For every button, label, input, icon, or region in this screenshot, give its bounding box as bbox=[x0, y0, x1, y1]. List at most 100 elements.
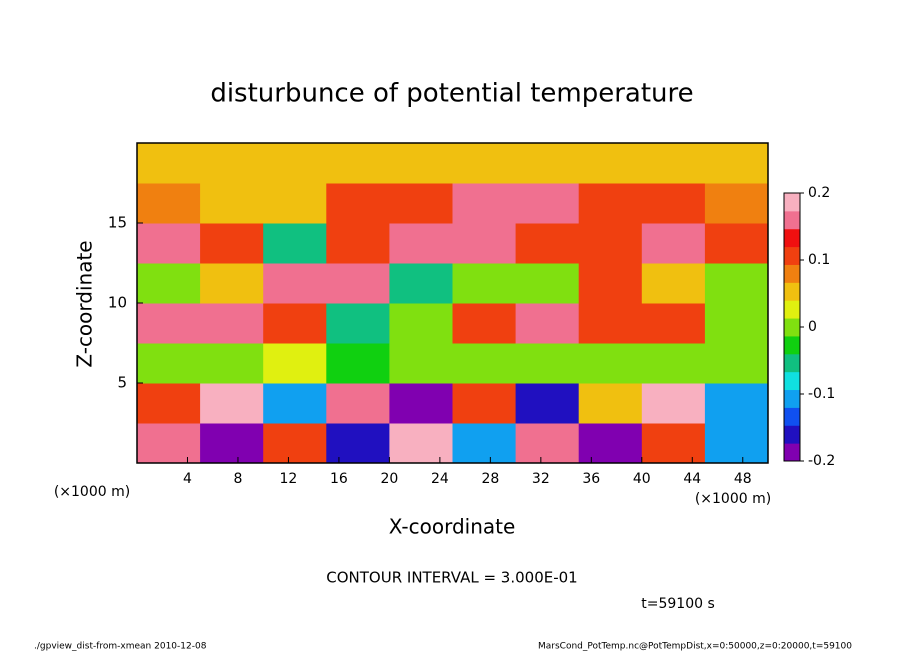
heatmap-cell bbox=[137, 263, 201, 304]
colorbar-swatch bbox=[784, 264, 800, 283]
colorbar-tick-label: 0 bbox=[808, 319, 817, 335]
heatmap-cell bbox=[641, 143, 706, 184]
heatmap-cell bbox=[704, 183, 769, 224]
heatmap-cell bbox=[263, 423, 327, 464]
heatmap-cell bbox=[704, 263, 769, 304]
x-tick-label: 28 bbox=[481, 471, 499, 487]
heatmap-cell bbox=[704, 383, 769, 424]
colorbar-tick-label: 0.2 bbox=[808, 185, 830, 201]
heatmap-cell bbox=[452, 383, 517, 424]
x-tick-label: 40 bbox=[633, 471, 651, 487]
heatmap-cell bbox=[452, 303, 517, 344]
x-tick-label: 16 bbox=[330, 471, 348, 487]
x-tick-label: 48 bbox=[734, 471, 752, 487]
heatmap-cell bbox=[137, 223, 201, 264]
colorbar-tick-label: -0.1 bbox=[808, 386, 835, 402]
colorbar-swatch bbox=[784, 407, 800, 426]
heatmap-cell bbox=[515, 383, 580, 424]
colorbar-swatch bbox=[784, 335, 800, 355]
colorbar-swatch bbox=[784, 443, 800, 462]
heatmap-cell bbox=[704, 223, 769, 264]
colorbar-swatch bbox=[784, 353, 800, 373]
heatmap-cell bbox=[200, 223, 264, 264]
colorbar-swatch bbox=[784, 318, 800, 337]
heatmap-cell bbox=[515, 263, 580, 304]
colorbar-swatch bbox=[784, 282, 800, 301]
x-tick-label: 36 bbox=[582, 471, 600, 487]
y-unit: (×1000 m) bbox=[54, 484, 130, 500]
x-unit: (×1000 m) bbox=[695, 491, 771, 507]
heatmap-cell bbox=[515, 423, 580, 464]
heatmap-cell bbox=[452, 143, 517, 184]
heatmap-cell bbox=[515, 143, 580, 184]
colorbar-swatch bbox=[784, 210, 800, 230]
colorbar-swatch bbox=[784, 300, 800, 319]
heatmap-cell bbox=[263, 303, 327, 344]
heatmap-cell bbox=[137, 343, 201, 384]
heatmap-cell bbox=[326, 183, 390, 224]
x-tick-label: 20 bbox=[380, 471, 398, 487]
heatmap-cell bbox=[515, 223, 580, 264]
x-tick-label: 12 bbox=[280, 471, 298, 487]
footer-right: MarsCond_PotTemp.nc@PotTempDist,x=0:5000… bbox=[538, 642, 852, 652]
heatmap-cell bbox=[263, 343, 327, 384]
heatmap-cell bbox=[578, 223, 643, 264]
heatmap-cell bbox=[641, 383, 706, 424]
heatmap-cell bbox=[389, 423, 453, 464]
colorbar-tick-label: -0.2 bbox=[808, 453, 835, 469]
heatmap-cell bbox=[452, 263, 517, 304]
heatmap-cell bbox=[200, 303, 264, 344]
heatmap-cell bbox=[137, 143, 201, 184]
heatmap-cell bbox=[452, 183, 517, 224]
y-axis-label: Z-coordinate bbox=[73, 240, 97, 367]
heatmap-cell bbox=[452, 423, 517, 464]
heatmap-cell bbox=[641, 263, 706, 304]
heatmap-cell bbox=[326, 303, 390, 344]
colorbar-swatch bbox=[784, 228, 800, 248]
colorbar-swatch bbox=[784, 193, 800, 212]
colorbar-tick-label: 0.1 bbox=[808, 252, 830, 268]
heatmap-cell bbox=[263, 143, 327, 184]
heatmap-cell bbox=[578, 263, 643, 304]
heatmap-cell bbox=[326, 263, 390, 304]
heatmap-cell bbox=[263, 383, 327, 424]
colorbar-swatch bbox=[784, 389, 800, 408]
x-axis-label: X-coordinate bbox=[389, 515, 516, 539]
chart-title: disturbunce of potential temperature bbox=[210, 79, 693, 109]
x-tick-label: 8 bbox=[233, 471, 242, 487]
heatmap-cell bbox=[641, 183, 706, 224]
x-tick-label: 4 bbox=[183, 471, 192, 487]
x-tick-label: 44 bbox=[683, 471, 701, 487]
heatmap-cell bbox=[515, 183, 580, 224]
heatmap-cell bbox=[326, 143, 390, 184]
y-tick-label: 15 bbox=[108, 214, 127, 232]
heatmap-cell bbox=[137, 423, 201, 464]
heatmap-cell bbox=[578, 143, 643, 184]
heatmap-cell bbox=[200, 423, 264, 464]
heatmap-cell bbox=[578, 183, 643, 224]
colorbar-swatch bbox=[784, 371, 800, 391]
heatmap-cell bbox=[578, 383, 643, 424]
heatmap-cell bbox=[200, 383, 264, 424]
heatmap-cell bbox=[515, 303, 580, 344]
heatmap-cell bbox=[578, 303, 643, 344]
y-tick-label: 5 bbox=[117, 374, 127, 392]
time-label: t=59100 s bbox=[641, 596, 715, 612]
heatmap-cell bbox=[200, 263, 264, 304]
heatmap-cell bbox=[578, 423, 643, 464]
heatmap-cell bbox=[704, 303, 769, 344]
heatmap-cell bbox=[200, 143, 264, 184]
heatmap-cell bbox=[326, 343, 390, 384]
heatmap-cell bbox=[515, 343, 580, 384]
heatmap-cell bbox=[641, 343, 706, 384]
heatmap-cell bbox=[389, 183, 453, 224]
heatmap-cell bbox=[389, 343, 453, 384]
x-tick-label: 32 bbox=[532, 471, 550, 487]
heatmap-cell bbox=[704, 423, 769, 464]
x-tick-label: 24 bbox=[431, 471, 449, 487]
y-tick-label: 10 bbox=[108, 294, 127, 312]
heatmap-cell bbox=[326, 223, 390, 264]
contour-interval: CONTOUR INTERVAL = 3.000E-01 bbox=[326, 569, 577, 587]
heatmap-cell bbox=[137, 183, 201, 224]
